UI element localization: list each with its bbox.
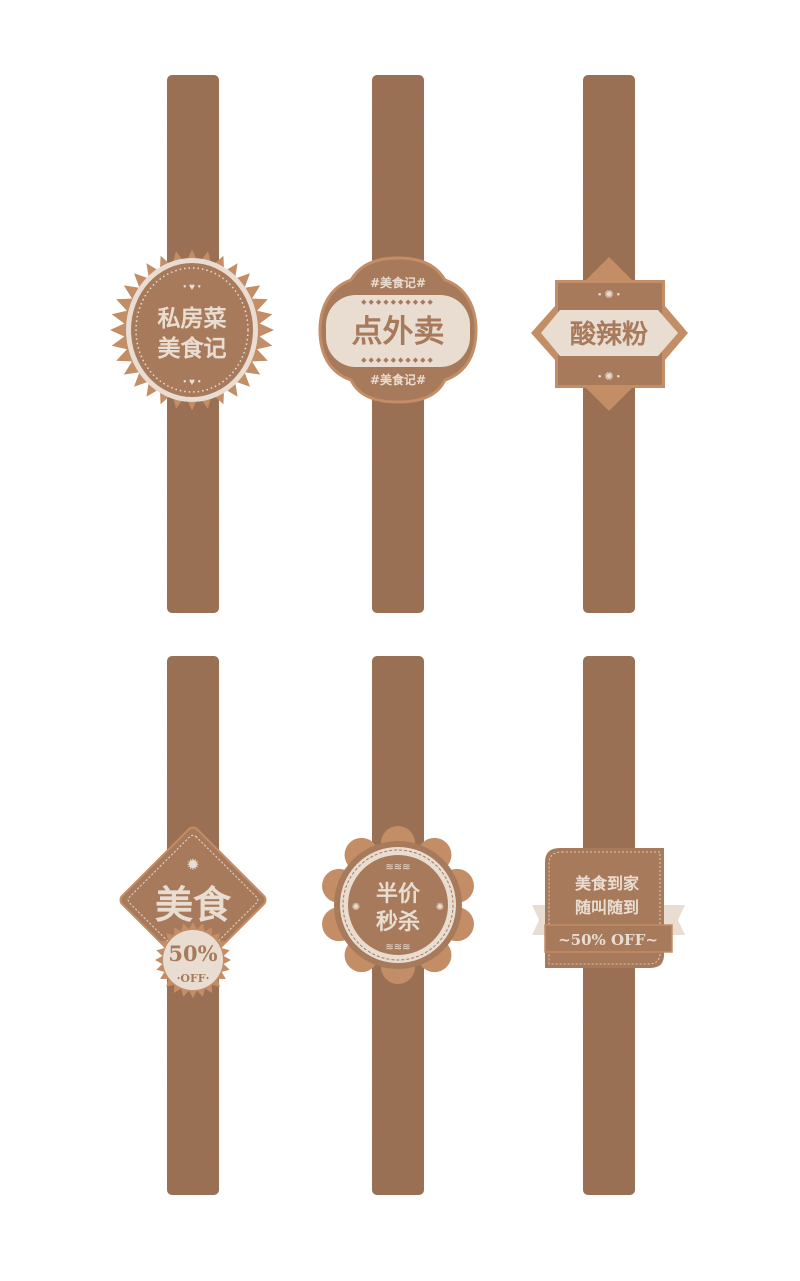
badge-title: 美食 [155,882,232,927]
wheat-icon: ≋≋≋ [385,942,410,953]
badge-text-line: 美食记 [158,335,227,362]
badge-text-line: 美食到家 [575,874,640,893]
badge-text-line: 随叫随到 [575,898,639,917]
ribbon-text: ~50% OFF~ [558,931,658,949]
badge-text-line: 私房菜 [158,305,227,332]
badge-text-line: 秒杀 [376,909,420,935]
badge-title: 酸辣粉 [570,319,648,350]
seal-percent: 50% [168,941,217,966]
dot-row: ◆◆◆◆◆◆◆◆◆◆ [361,298,435,306]
badge-tag-bottom: #美食记# [370,372,426,387]
badge-quatrefoil: ◆◆◆◆◆◆◆◆◆◆ ◆◆◆◆◆◆◆◆◆◆ #美食记# 点外卖 #美食记# [318,256,478,404]
badge-star-frame: • ✺ • • ✺ • 酸辣粉 [531,257,688,411]
dot-icon: ✺ [436,902,444,913]
badge-text-line: 半价 [376,881,421,907]
seal-off: ·OFF· [177,972,210,985]
badge-ribbon-card: 美食到家 随叫随到 ~50% OFF~ [532,848,685,968]
badge-diamond: ✹ 美食 50% ·OFF· [119,826,267,998]
badge-title: 点外卖 [352,314,445,350]
badge-flower: ≋≋≋ ≋≋≋ ✺ ✺ 半价 秒杀 [322,826,474,984]
flower-icon: • ✺ • [598,371,621,383]
heart-icon: • ♥ • [183,282,201,293]
flower-icon: • ✺ • [598,289,621,301]
heart-icon: • ♥ • [183,377,201,388]
badge-tag-top: #美食记# [370,275,426,290]
dot-row: ◆◆◆◆◆◆◆◆◆◆ [361,356,435,364]
sparkle-icon: ✹ [186,857,199,874]
dot-icon: ✺ [352,902,360,913]
wheat-icon: ≋≋≋ [385,862,410,873]
badge-starburst: • ♥ • • ♥ • 私房菜 美食记 [110,249,274,411]
